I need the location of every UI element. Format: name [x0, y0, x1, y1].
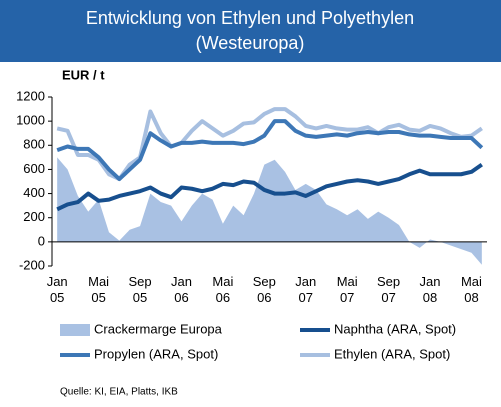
legend-label: Propylen (ARA, Spot)	[94, 346, 218, 361]
y-axis-label: EUR / t	[62, 67, 105, 82]
y-tick-label: 1000	[16, 113, 45, 128]
y-tick-label: 400	[23, 185, 45, 200]
y-tick-label: 200	[23, 209, 45, 224]
source-note: Quelle: KI, EIA, Platts, IKB	[60, 387, 178, 398]
chart-subtitle: (Westeuropa)	[196, 33, 305, 53]
y-tick-label: 800	[23, 137, 45, 152]
legend-label: Ethylen (ARA, Spot)	[334, 346, 450, 361]
x-tick-label: Sep 05	[128, 274, 152, 305]
x-tick-label: Mai 08	[460, 274, 482, 305]
legend-swatch	[60, 324, 90, 336]
y-tick-label: 600	[23, 161, 45, 176]
x-tick-label: Mai 06	[212, 274, 234, 305]
line	[56, 107, 483, 182]
x-tick-label: Jan 07	[295, 274, 317, 305]
y-tick-label: -200	[19, 257, 45, 272]
area	[57, 157, 482, 265]
x-tick-label: Mai 05	[88, 274, 110, 305]
chart-title: Entwicklung von Ethylen und Polyethylen	[86, 8, 414, 28]
x-tick-label: Jan 06	[170, 274, 192, 305]
y-tick-label: 1200	[16, 88, 45, 103]
line	[56, 162, 483, 212]
x-tick-label: Sep 07	[377, 274, 401, 305]
legend-label: Crackermarge Europa	[94, 321, 223, 336]
x-tick-label: Jan 08	[419, 274, 441, 305]
title-banner	[0, 0, 501, 62]
line	[56, 119, 484, 182]
x-tick-label: Jan 05	[46, 274, 68, 305]
x-tick-label: Mai 07	[336, 274, 358, 305]
legend-label: Naphtha (ARA, Spot)	[334, 321, 456, 336]
y-tick-label: 0	[38, 233, 45, 248]
x-tick-label: Sep 06	[252, 274, 276, 305]
